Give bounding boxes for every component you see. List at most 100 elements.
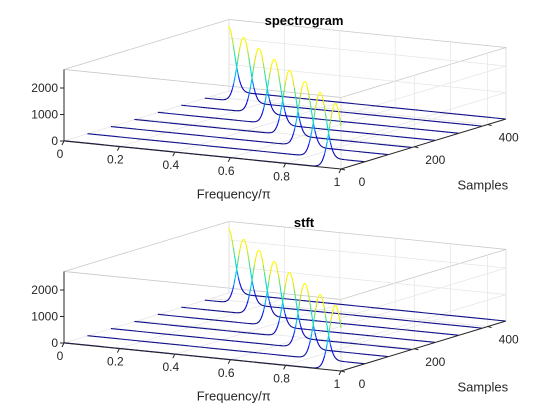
trace-segment	[254, 92, 257, 97]
trace-segment	[242, 36, 245, 39]
x-tick-labels: 0 0.2 0.4 0.6 0.8 1	[57, 140, 342, 189]
trace-segment	[324, 350, 327, 356]
trace-segment	[309, 302, 312, 311]
trace-segment	[318, 365, 320, 368]
trace-segment	[247, 50, 250, 59]
trace-segment	[302, 130, 305, 134]
trace-segment	[271, 131, 274, 133]
trace-segment	[299, 92, 302, 100]
trace-line	[110, 80, 388, 156]
trace-segment	[279, 285, 282, 294]
trace-segment	[331, 106, 334, 112]
trace-segment	[295, 115, 298, 123]
trace-segment	[268, 301, 272, 307]
trace-segment	[305, 134, 308, 137]
trace-segment	[281, 299, 284, 308]
trace-segment	[271, 333, 274, 335]
trace-segment	[318, 142, 321, 145]
gridline-x-floor	[63, 292, 230, 344]
trace-segment	[229, 92, 232, 96]
trace-segment	[241, 87, 244, 90]
trace-segment	[301, 284, 305, 289]
trace-segment	[306, 288, 310, 296]
trace-segment	[251, 273, 254, 282]
trace-segment	[310, 108, 313, 117]
trace-segment	[279, 307, 283, 315]
trace-segment	[339, 117, 342, 126]
trace-segment	[247, 252, 250, 261]
trace-segment	[286, 142, 289, 144]
x-tick-label: 0.4	[162, 158, 179, 172]
x-tick-label: 0.8	[273, 169, 290, 183]
trace-segment	[231, 37, 234, 46]
trace-segment	[320, 347, 323, 350]
trace-segment	[265, 78, 268, 87]
trace-segment	[318, 163, 320, 166]
trace-segment	[228, 296, 231, 300]
trace-segment	[261, 304, 263, 307]
trace-line	[204, 36, 482, 127]
trace-segment	[287, 119, 290, 123]
trace-segment	[233, 278, 236, 286]
trace-segment	[309, 132, 313, 139]
trace-segment	[274, 313, 277, 316]
trace-segment	[278, 112, 281, 119]
trace-segment	[304, 352, 308, 355]
gridline-x-floor	[119, 298, 285, 349]
trace-segment	[297, 313, 300, 321]
trace-segment	[276, 68, 280, 76]
trace-segment	[272, 130, 275, 133]
trace-segment	[288, 271, 291, 274]
gridline-x-floor	[285, 315, 451, 366]
trace-segment	[260, 112, 263, 117]
trace-segment	[301, 127, 304, 132]
trace-segment	[283, 106, 286, 112]
trace-segment	[332, 151, 335, 155]
trace-segment	[291, 124, 293, 126]
grid	[63, 19, 507, 170]
x-tick-mark	[338, 168, 342, 174]
trace-line	[227, 25, 506, 120]
trace-segment	[277, 320, 280, 326]
trace-segment	[303, 353, 306, 356]
trace-segment	[225, 299, 228, 302]
trace-segment	[317, 92, 320, 97]
trace-segment	[317, 294, 320, 299]
trace-segment	[267, 93, 271, 100]
trace-segment	[282, 89, 285, 99]
trace-segment	[282, 291, 285, 301]
trace-segment	[293, 289, 297, 299]
trace-segment	[327, 126, 331, 135]
trace-segment	[230, 31, 233, 38]
trace-segment	[249, 268, 252, 277]
trace-segment	[242, 238, 245, 241]
trace-segment	[311, 326, 314, 335]
trace-segment	[259, 101, 262, 104]
trace-segment	[255, 51, 258, 57]
trace-segment	[300, 123, 303, 129]
trace-segment	[325, 343, 328, 351]
y-axis-label: Samples	[458, 380, 509, 395]
trace-segment	[269, 66, 272, 74]
trace-segment	[288, 323, 291, 326]
trace-segment	[289, 341, 292, 344]
trace-segment	[302, 355, 305, 357]
x-tick-label: 0.8	[273, 371, 290, 385]
trace-segment	[284, 313, 287, 319]
trace-segment	[271, 59, 275, 62]
trace-line	[157, 260, 435, 343]
trace-segment	[316, 139, 320, 143]
trace-segment	[265, 280, 268, 289]
subplot-stft: 0 0.2 0.4 0.6 0.8 1 0 200 400 0 1000 2000 Frequency/…	[31, 215, 519, 403]
trace-segment	[262, 62, 265, 71]
trace-segment	[231, 83, 235, 89]
trace-segment	[325, 141, 328, 149]
trace-segment	[294, 324, 297, 331]
trace-segment	[274, 261, 277, 266]
trace-segment	[245, 293, 248, 295]
trace-segment	[277, 118, 280, 124]
trace-segment	[275, 314, 278, 317]
trace-segment	[322, 300, 325, 308]
trace-segment	[227, 298, 230, 301]
x-tick-mark	[172, 151, 176, 157]
